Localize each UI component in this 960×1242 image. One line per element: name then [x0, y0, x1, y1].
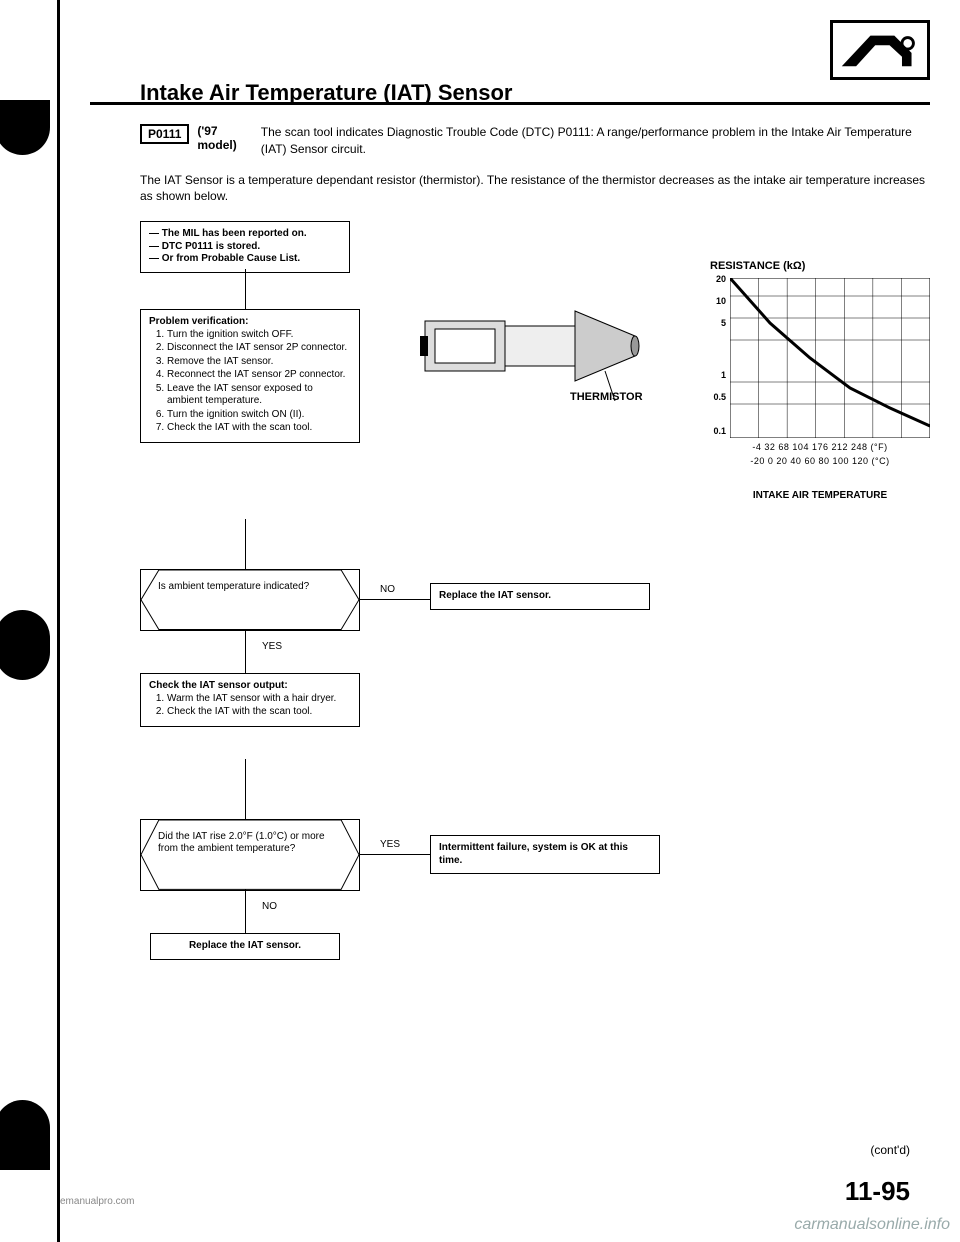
flow-connector: [360, 854, 430, 855]
intro-text: The scan tool indicates Diagnostic Troub…: [261, 124, 930, 158]
thermistor-label: THERMISTOR: [570, 391, 643, 403]
binder-tab: [0, 610, 50, 680]
flow-step: Disconnect the IAT sensor 2P connector.: [167, 342, 351, 355]
description-paragraph: The IAT Sensor is a temperature dependan…: [140, 172, 930, 206]
decision-text: Is ambient temperature indicated?: [158, 581, 342, 593]
connector-illustration: [420, 281, 640, 401]
chart-title: RESISTANCE (kΩ): [710, 260, 930, 272]
chart-ytick: 10: [716, 296, 726, 306]
branch-label-yes: YES: [378, 839, 402, 850]
footer-source-right: carmanualsonline.info: [794, 1216, 950, 1234]
flow-connector: [245, 629, 246, 673]
flow-connector: [245, 269, 246, 309]
branch-label-no: NO: [378, 584, 397, 595]
dtc-code-box: P0111: [140, 124, 189, 144]
flow-box-title: Check the IAT sensor output:: [149, 680, 288, 691]
action-text: Intermittent failure, system is OK at th…: [439, 842, 628, 866]
flow-decision-ambient: Is ambient temperature indicated?: [140, 569, 360, 629]
chart-ytick: 0.1: [713, 426, 726, 436]
flow-line: — Or from Probable Cause List.: [149, 253, 300, 264]
chart-plot: 2010510.50.1: [730, 278, 930, 438]
chart-xlabel: INTAKE AIR TEMPERATURE: [710, 490, 930, 501]
flow-check-output: Check the IAT sensor output: Warm the IA…: [140, 673, 360, 727]
model-label: ('97 model): [197, 124, 252, 152]
decision-text: Did the IAT rise 2.0°F (1.0°C) or more f…: [158, 831, 342, 855]
flow-box-title: Problem verification:: [149, 316, 248, 327]
flow-step: Check the IAT with the scan tool.: [167, 706, 351, 719]
branch-label-no: NO: [260, 901, 279, 912]
footer-source-left: emanualpro.com: [60, 1196, 134, 1207]
resistance-chart: RESISTANCE (kΩ) 2010510.50.1 -4 32 68 10…: [710, 260, 930, 501]
flow-connector: [245, 759, 246, 819]
flow-line: — The MIL has been reported on.: [149, 228, 307, 239]
chart-x-ticks-c: -20 0 20 40 60 80 100 120 (°C): [710, 456, 930, 466]
flow-line: — DTC P0111 is stored.: [149, 241, 260, 252]
chart-ytick: 5: [721, 318, 726, 328]
binder-tab: [0, 1100, 50, 1170]
flow-action-intermittent: Intermittent failure, system is OK at th…: [430, 835, 660, 874]
chart-ytick: 1: [721, 370, 726, 380]
flow-step: Remove the IAT sensor.: [167, 356, 351, 369]
page-number: 11-95: [845, 1176, 910, 1207]
flow-decision-rise: Did the IAT rise 2.0°F (1.0°C) or more f…: [140, 819, 360, 889]
flow-step: Warm the IAT sensor with a hair dryer.: [167, 693, 351, 706]
page-title: Intake Air Temperature (IAT) Sensor: [140, 80, 930, 106]
flow-connector: [360, 599, 430, 600]
branch-label-yes: YES: [260, 641, 284, 652]
flow-step: Turn the ignition switch OFF.: [167, 329, 351, 342]
chart-ytick: 20: [716, 274, 726, 284]
flow-problem-verification: Problem verification: Turn the ignition …: [140, 309, 360, 443]
continued-label: (cont'd): [870, 1143, 910, 1157]
chart-x-ticks-f: -4 32 68 104 176 212 248 (°F): [710, 442, 930, 452]
chart-ytick: 0.5: [713, 392, 726, 402]
action-text: Replace the IAT sensor.: [439, 590, 551, 601]
flow-action-replace-1: Replace the IAT sensor.: [430, 583, 650, 610]
dtc-intro: P0111 ('97 model) The scan tool indicate…: [140, 124, 930, 158]
flow-step: Check the IAT with the scan tool.: [167, 422, 351, 435]
flow-connector: [245, 519, 246, 569]
flow-start-box: — The MIL has been reported on. — DTC P0…: [140, 221, 350, 273]
flow-action-replace-2: Replace the IAT sensor.: [150, 933, 340, 960]
binder-edge: [0, 0, 60, 1242]
flow-connector: [245, 889, 246, 933]
flow-step: Leave the IAT sensor exposed to ambient …: [167, 383, 351, 408]
action-text: Replace the IAT sensor.: [189, 940, 301, 951]
binder-tab: [0, 100, 50, 155]
flow-step: Reconnect the IAT sensor 2P connector.: [167, 369, 351, 382]
flow-step: Turn the ignition switch ON (II).: [167, 409, 351, 422]
